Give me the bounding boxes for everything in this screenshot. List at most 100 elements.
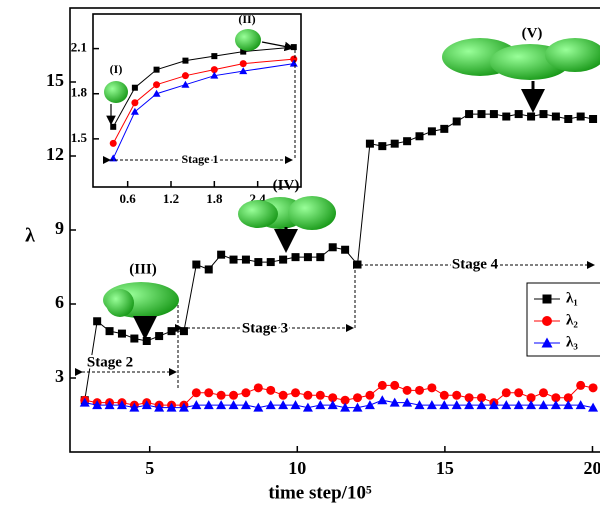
marker — [464, 393, 474, 403]
legend-label: λ₂ — [566, 312, 578, 328]
y-tick-label: 3 — [55, 366, 64, 386]
marker — [327, 400, 338, 410]
marker — [116, 400, 127, 410]
marker — [278, 400, 289, 410]
marker — [564, 115, 573, 123]
marker — [240, 400, 251, 410]
marker — [191, 388, 201, 398]
marker — [254, 258, 263, 267]
marker — [389, 397, 400, 407]
marker — [526, 400, 537, 410]
marker — [167, 327, 176, 336]
marker — [154, 402, 165, 412]
marker — [291, 253, 300, 262]
stage-lines — [75, 50, 595, 390]
marker — [541, 337, 553, 348]
marker — [365, 139, 374, 148]
marker — [79, 397, 90, 407]
annotation: Stage 1 — [182, 152, 219, 166]
marker — [440, 124, 449, 133]
marker — [217, 250, 226, 259]
marker — [414, 400, 425, 410]
marker — [340, 402, 351, 412]
marker — [378, 142, 387, 151]
thin-arrows — [106, 41, 295, 126]
marker — [315, 390, 325, 400]
marker — [105, 327, 114, 336]
y-axis-label: λ — [25, 225, 35, 247]
marker — [182, 57, 189, 64]
marker — [576, 112, 585, 121]
marker — [216, 400, 227, 410]
marker — [538, 400, 549, 410]
marker — [131, 84, 138, 91]
marker — [352, 402, 363, 412]
marker — [539, 110, 548, 119]
marker — [353, 393, 363, 403]
marker — [364, 400, 375, 410]
marker — [501, 400, 512, 410]
x-tick-label: 5 — [145, 458, 154, 478]
marker — [563, 400, 574, 410]
y-tick-label: 2.1 — [71, 40, 87, 55]
marker — [290, 55, 298, 63]
marker — [415, 132, 424, 141]
y-tick-label: 15 — [46, 70, 64, 90]
marker — [527, 112, 536, 121]
marker — [576, 380, 586, 390]
legend-label: λ₃ — [566, 334, 578, 350]
marker — [290, 400, 301, 410]
marker — [476, 393, 486, 403]
marker — [513, 400, 524, 410]
marker — [542, 294, 552, 304]
marker — [452, 390, 462, 400]
marker — [377, 380, 387, 390]
annotation: Stage 2 — [87, 354, 133, 370]
marker — [192, 260, 201, 269]
marker — [228, 400, 239, 410]
marker — [377, 395, 388, 405]
marker — [241, 388, 251, 398]
y-tick-label: 1.5 — [71, 130, 88, 145]
marker — [514, 110, 523, 119]
marker — [464, 400, 475, 410]
marker — [303, 390, 313, 400]
marker — [92, 400, 103, 410]
marker — [589, 115, 598, 123]
marker — [365, 390, 375, 400]
marker — [239, 60, 247, 68]
annotation: Stage 3 — [242, 320, 288, 336]
marker — [152, 89, 161, 97]
x-tick-label: 20 — [583, 458, 600, 478]
marker — [278, 390, 288, 400]
legend — [526, 282, 600, 357]
x-tick-label: 0.6 — [120, 191, 137, 206]
marker — [129, 402, 140, 412]
marker — [501, 388, 511, 398]
marker — [426, 400, 437, 410]
x-axis-label: time step/10⁵ — [268, 482, 372, 503]
marker — [104, 400, 115, 410]
marker — [476, 400, 487, 410]
y-tick-label: 1.8 — [71, 85, 88, 100]
y-tick-label: 9 — [55, 218, 64, 238]
plot-frame — [92, 13, 302, 188]
marker — [241, 255, 250, 264]
marker — [253, 402, 264, 412]
y-tick-label: 6 — [55, 292, 64, 312]
marker — [265, 400, 276, 410]
marker — [563, 393, 573, 403]
x-tick-label: 10 — [288, 458, 306, 478]
marker — [211, 53, 218, 60]
marker — [315, 400, 326, 410]
marker — [439, 400, 450, 410]
marker — [316, 253, 325, 262]
marker — [538, 388, 548, 398]
marker — [340, 395, 350, 405]
marker — [452, 117, 461, 126]
annotation: (III) — [129, 261, 157, 277]
marker — [451, 400, 462, 410]
x-tick-label: 15 — [436, 458, 454, 478]
marker — [229, 255, 238, 264]
